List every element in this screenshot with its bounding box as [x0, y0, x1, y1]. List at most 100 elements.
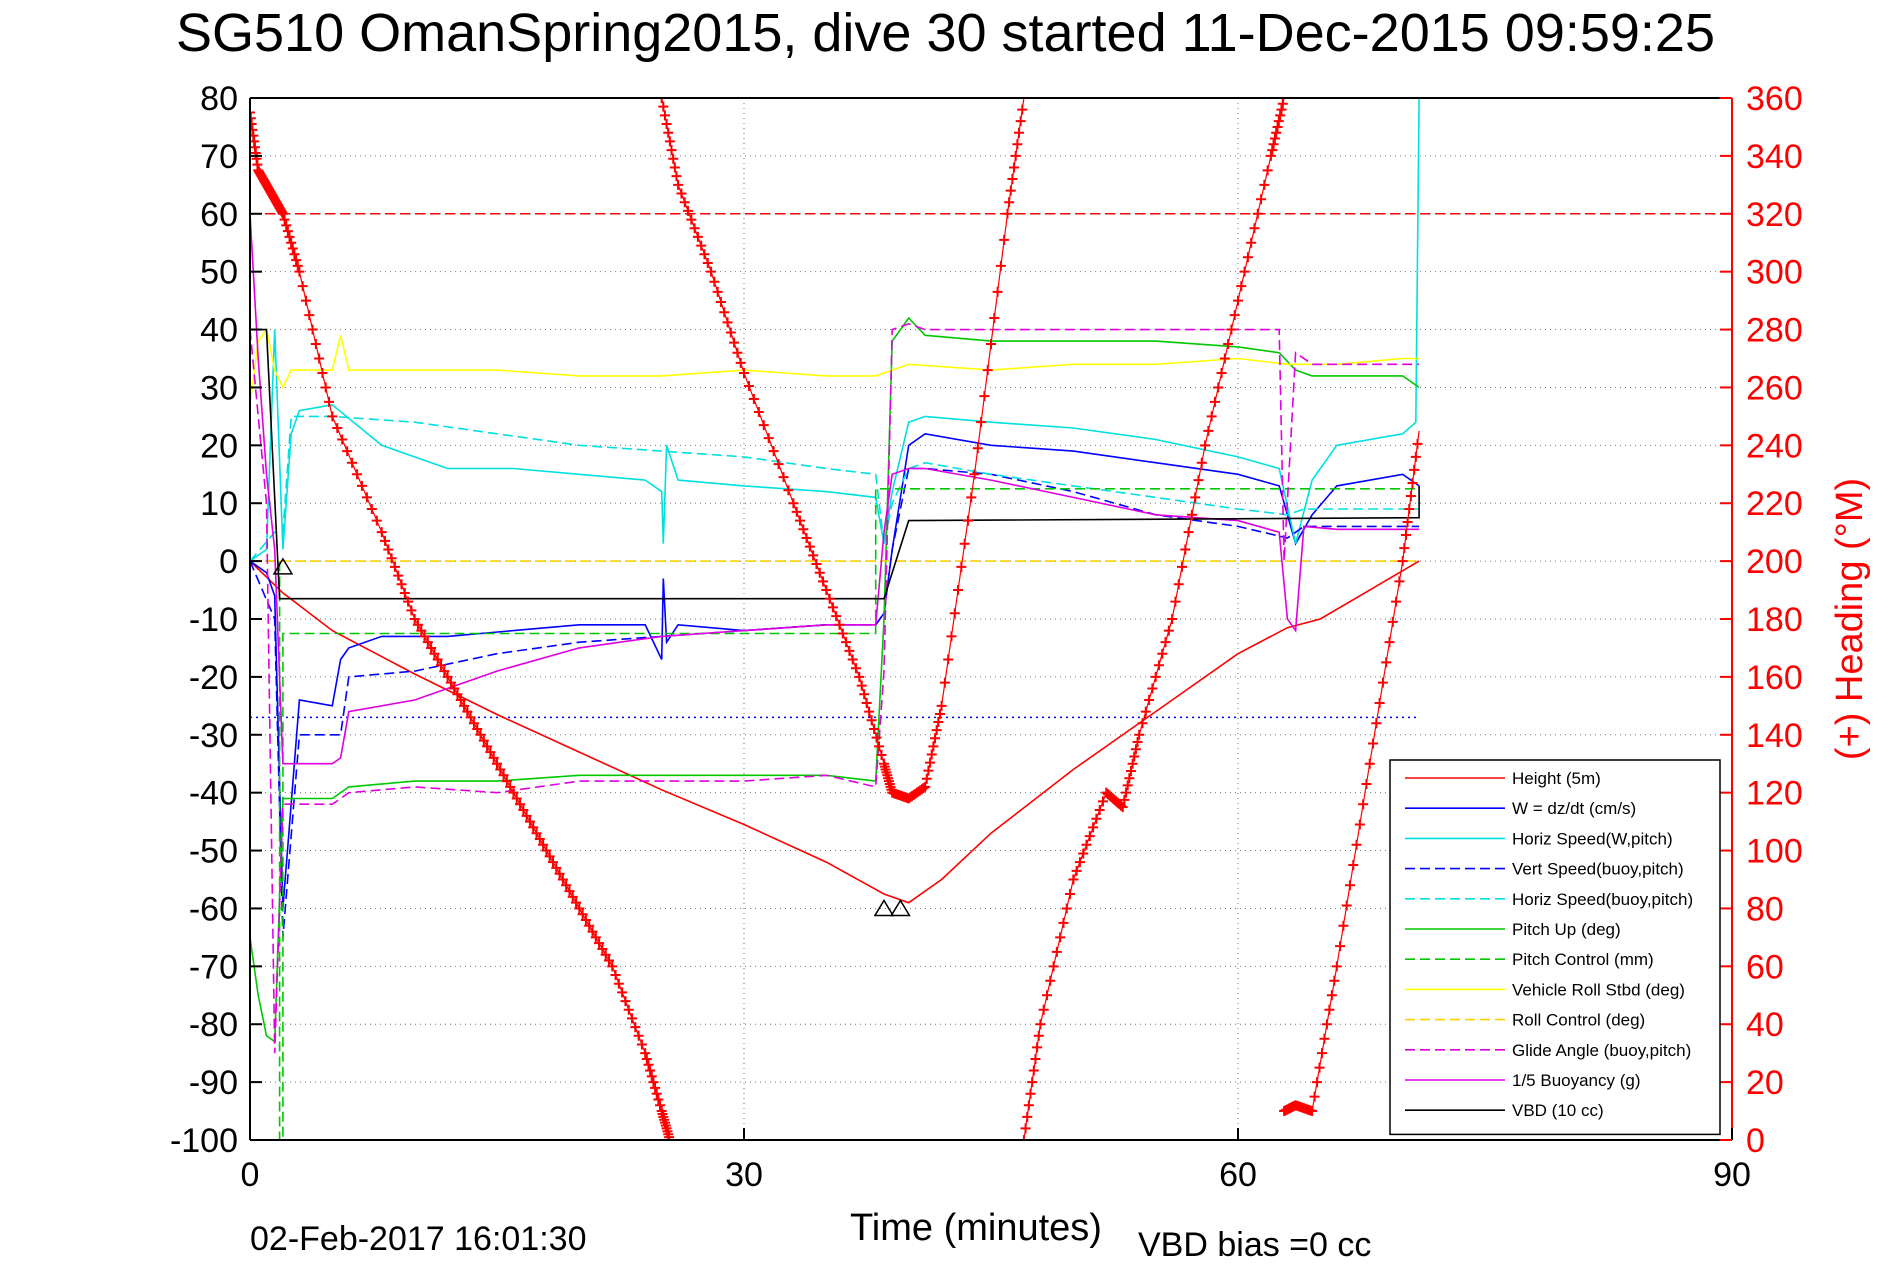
legend-label: Roll Control (deg): [1512, 1011, 1645, 1030]
heading-marker: [482, 741, 493, 752]
heading-marker: [719, 307, 730, 318]
heading-marker: [739, 367, 749, 378]
heading-marker: [327, 411, 338, 422]
heading-marker: [1249, 223, 1260, 234]
heading-marker: [1196, 457, 1207, 468]
heading-marker: [1051, 946, 1062, 957]
heading-marker: [1013, 127, 1024, 138]
heading-marker: [650, 1082, 661, 1093]
heading-marker: [668, 153, 679, 164]
heading-marker: [1081, 839, 1092, 850]
heading-marker: [679, 197, 690, 208]
heading-marker: [465, 712, 476, 723]
heading-marker: [1319, 1033, 1330, 1044]
heading-marker: [847, 654, 858, 665]
heading-marker: [1183, 527, 1194, 538]
heading-marker: [603, 955, 614, 966]
heading-marker: [763, 433, 774, 444]
series-line: [250, 487, 1420, 1140]
heading-marker: [501, 776, 512, 787]
heading-marker: [277, 208, 288, 219]
heading-marker: [1405, 490, 1416, 501]
series-line: [250, 316, 1420, 1044]
heading-marker: [1252, 208, 1263, 219]
heading-marker: [1262, 165, 1273, 176]
heading-marker: [1125, 765, 1136, 776]
heading-marker: [524, 816, 535, 827]
heading-marker: [651, 1088, 662, 1099]
y-tick-label: 10: [200, 485, 238, 523]
heading-marker: [399, 587, 410, 598]
heading-marker: [1078, 848, 1089, 859]
triangle-marker: [873, 898, 895, 917]
heading-marker: [1399, 543, 1410, 554]
heading-marker: [620, 996, 631, 1007]
heading-marker: [1384, 637, 1395, 648]
heading-marker: [959, 538, 970, 549]
heading-marker: [939, 677, 950, 688]
y2-tick-label: 0: [1746, 1122, 1765, 1160]
heading-marker: [664, 1132, 675, 1140]
heading-marker: [1088, 822, 1099, 833]
heading-marker: [1084, 831, 1095, 842]
heading-marker: [282, 226, 293, 237]
y-tick-label: -10: [189, 601, 238, 639]
heading-marker: [310, 339, 321, 350]
heading-marker: [921, 773, 932, 784]
heading-marker: [931, 725, 942, 736]
heading-marker: [505, 781, 516, 792]
heading-marker: [1335, 941, 1346, 952]
heading-marker: [518, 805, 529, 816]
y-tick-label: 0: [219, 543, 238, 581]
heading-marker: [808, 550, 819, 561]
heading-marker: [600, 949, 611, 960]
heading-marker: [689, 223, 700, 234]
x-tick-label: 0: [241, 1156, 260, 1194]
y-tick-label: -80: [189, 1006, 238, 1044]
heading-marker: [613, 978, 624, 989]
legend-label: 1/5 Buoyancy (g): [1512, 1071, 1641, 1090]
heading-marker: [429, 648, 440, 659]
y2-tick-label: 160: [1746, 659, 1803, 697]
series-line: [250, 432, 1420, 909]
legend-label: Pitch Control (mm): [1512, 950, 1654, 969]
heading-marker: [1121, 787, 1132, 798]
legend-label: Horiz Speed(W,pitch): [1512, 829, 1673, 848]
heading-marker: [712, 286, 723, 297]
y2-tick-label: 200: [1746, 543, 1803, 581]
heading-marker: [995, 260, 1006, 271]
heading-marker: [1324, 1004, 1335, 1015]
heading-marker: [1394, 576, 1405, 587]
heading-marker: [1127, 758, 1138, 769]
y2-tick-label: 120: [1746, 775, 1803, 813]
y2-tick-label: 360: [1746, 80, 1803, 118]
heading-marker: [992, 286, 1003, 297]
heading-marker: [1020, 1123, 1031, 1134]
heading-marker: [393, 570, 404, 581]
y-tick-label: 20: [200, 427, 238, 465]
heading-marker: [1409, 464, 1420, 475]
heading-marker: [291, 255, 302, 266]
heading-marker: [1329, 975, 1340, 986]
heading-marker: [574, 903, 585, 914]
heading-marker: [956, 561, 967, 572]
heading-marker: [1058, 917, 1069, 928]
heading-marker: [557, 874, 568, 885]
heading-marker: [783, 485, 794, 496]
heading-marker: [979, 391, 990, 402]
heading-marker: [735, 357, 746, 368]
heading-marker: [286, 237, 297, 248]
heading-marker: [455, 695, 466, 706]
y-tick-label: -90: [189, 1064, 238, 1102]
heading-marker: [1400, 530, 1411, 541]
heading-marker: [1167, 614, 1178, 624]
heading-marker: [743, 380, 754, 391]
heading-marker: [732, 347, 743, 358]
heading-marker: [676, 188, 687, 199]
heading-marker: [1023, 1100, 1034, 1111]
heading-marker: [1377, 677, 1388, 688]
y-tick-label: -30: [189, 717, 238, 755]
y-tick-label: -40: [189, 775, 238, 813]
heading-marker: [709, 276, 720, 287]
heading-marker: [352, 469, 363, 480]
